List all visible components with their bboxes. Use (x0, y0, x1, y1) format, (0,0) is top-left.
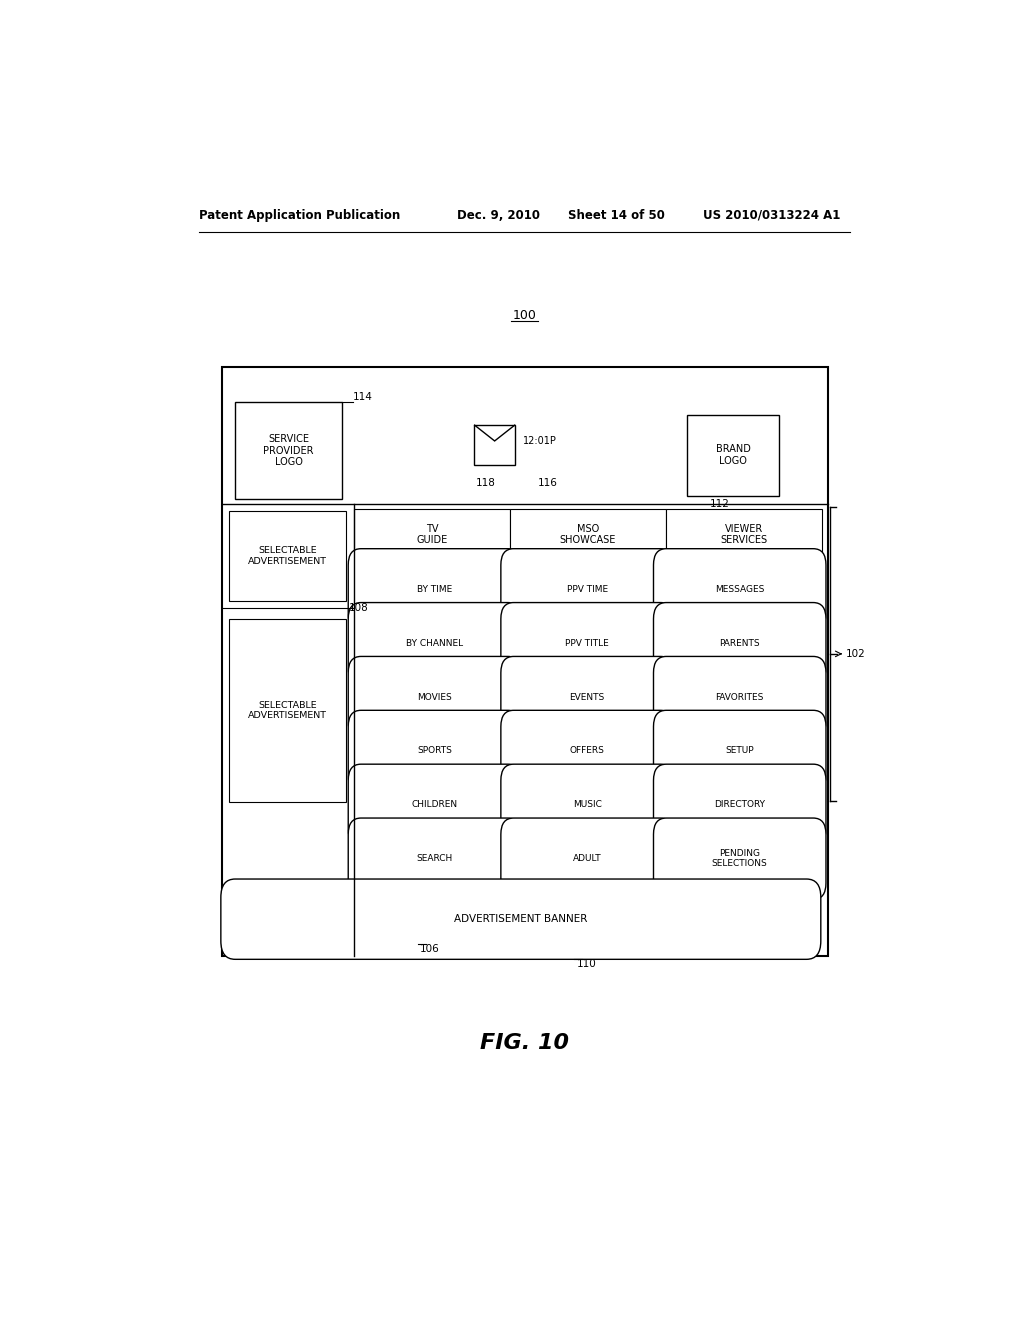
FancyBboxPatch shape (501, 602, 674, 684)
Text: MESSAGES: MESSAGES (715, 585, 765, 594)
Bar (221, 367, 828, 956)
FancyBboxPatch shape (348, 549, 520, 630)
Text: 102: 102 (846, 649, 866, 659)
FancyBboxPatch shape (501, 764, 674, 846)
Text: ADULT: ADULT (572, 854, 601, 863)
Text: OFFERS: OFFERS (569, 747, 604, 755)
Text: BRAND
LOGO: BRAND LOGO (716, 445, 751, 466)
Text: SELECTABLE
ADVERTISEMENT: SELECTABLE ADVERTISEMENT (248, 701, 327, 719)
Text: PARENTS: PARENTS (720, 639, 760, 648)
Text: 12:01P: 12:01P (523, 436, 557, 446)
Bar (236, 403, 342, 499)
Text: EVENTS: EVENTS (569, 693, 605, 702)
FancyBboxPatch shape (348, 818, 520, 899)
Bar (354, 510, 510, 560)
Text: VIEWER
SERVICES: VIEWER SERVICES (720, 524, 767, 545)
Text: SELECTABLE
ADVERTISEMENT: SELECTABLE ADVERTISEMENT (248, 546, 327, 565)
FancyBboxPatch shape (348, 656, 520, 738)
Bar (228, 619, 346, 801)
Bar (474, 425, 515, 466)
Text: Dec. 9, 2010: Dec. 9, 2010 (458, 209, 541, 222)
Text: BY CHANNEL: BY CHANNEL (406, 639, 463, 648)
Text: SERVICE
PROVIDER
LOGO: SERVICE PROVIDER LOGO (263, 434, 314, 467)
Text: SEARCH: SEARCH (417, 854, 453, 863)
Text: PPV TIME: PPV TIME (566, 585, 607, 594)
FancyBboxPatch shape (501, 710, 674, 792)
Text: 118: 118 (475, 478, 496, 487)
FancyBboxPatch shape (653, 656, 826, 738)
Text: SPORTS: SPORTS (417, 747, 452, 755)
FancyBboxPatch shape (501, 656, 674, 738)
FancyBboxPatch shape (348, 764, 520, 846)
FancyBboxPatch shape (653, 818, 826, 899)
Text: 100: 100 (513, 309, 537, 322)
Bar (687, 414, 778, 496)
Text: US 2010/0313224 A1: US 2010/0313224 A1 (703, 209, 841, 222)
Text: Patent Application Publication: Patent Application Publication (200, 209, 400, 222)
Text: CHILDREN: CHILDREN (412, 800, 458, 809)
Text: BY TIME: BY TIME (417, 585, 452, 594)
FancyBboxPatch shape (653, 764, 826, 846)
FancyBboxPatch shape (653, 602, 826, 684)
Text: ADVERTISEMENT BANNER: ADVERTISEMENT BANNER (455, 915, 588, 924)
Text: MSO
SHOWCASE: MSO SHOWCASE (560, 524, 616, 545)
Text: Sheet 14 of 50: Sheet 14 of 50 (568, 209, 666, 222)
FancyBboxPatch shape (653, 549, 826, 630)
Text: 108: 108 (348, 603, 369, 612)
Text: 106: 106 (420, 944, 439, 954)
FancyBboxPatch shape (501, 549, 674, 630)
Text: 112: 112 (710, 499, 729, 510)
Bar (510, 510, 666, 560)
Text: PENDING
SELECTIONS: PENDING SELECTIONS (712, 849, 768, 869)
FancyBboxPatch shape (501, 818, 674, 899)
Text: DIRECTORY: DIRECTORY (714, 800, 765, 809)
Text: PPV TITLE: PPV TITLE (565, 639, 609, 648)
Text: 114: 114 (352, 392, 373, 403)
Text: 110: 110 (577, 960, 596, 969)
FancyBboxPatch shape (221, 879, 821, 960)
FancyBboxPatch shape (348, 602, 520, 684)
Bar (228, 511, 346, 601)
Text: MOVIES: MOVIES (417, 693, 452, 702)
Text: MUSIC: MUSIC (572, 800, 601, 809)
FancyBboxPatch shape (653, 710, 826, 792)
Text: SETUP: SETUP (725, 747, 754, 755)
Bar (666, 510, 821, 560)
Text: TV
GUIDE: TV GUIDE (417, 524, 447, 545)
Text: FIG. 10: FIG. 10 (480, 1032, 569, 1052)
Text: FAVORITES: FAVORITES (716, 693, 764, 702)
FancyBboxPatch shape (348, 710, 520, 792)
Text: 116: 116 (538, 478, 557, 487)
